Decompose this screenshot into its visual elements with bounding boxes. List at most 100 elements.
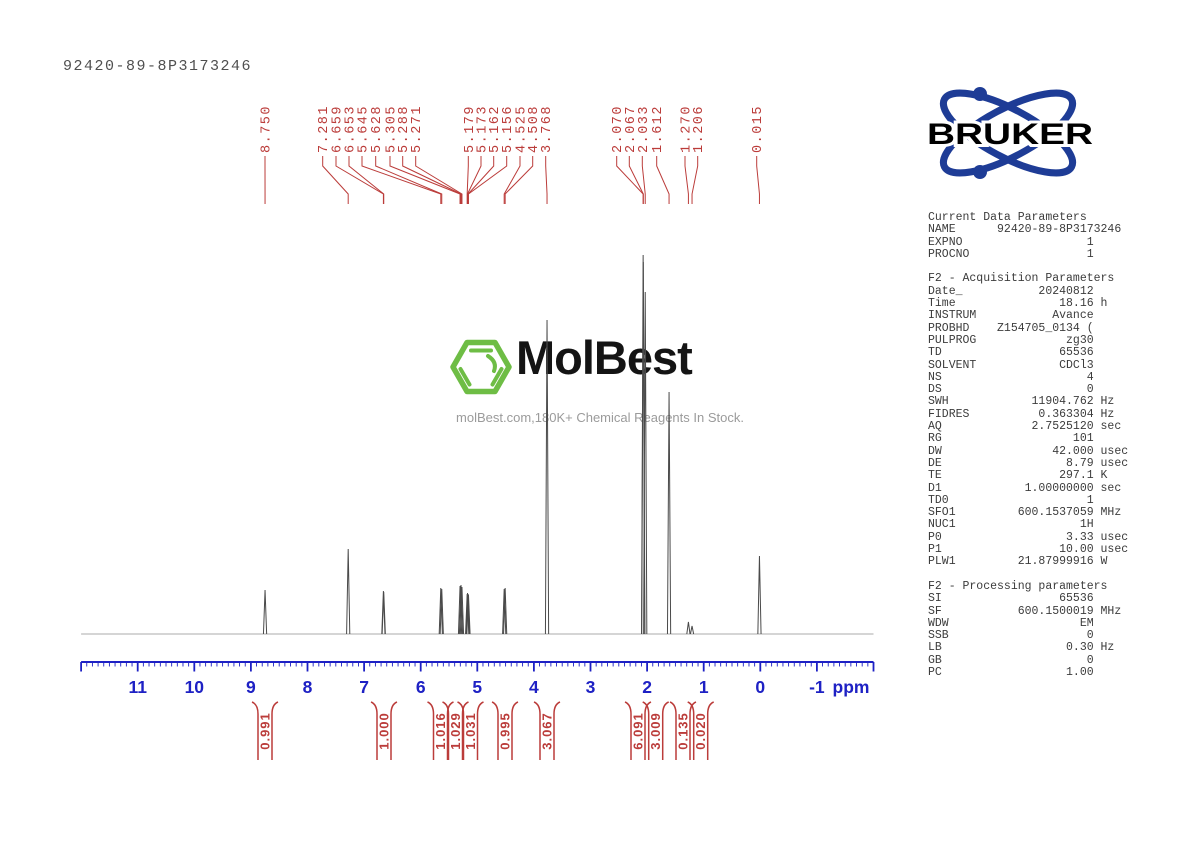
peak-leader-line — [616, 156, 644, 204]
x-axis-tick-label: 6 — [416, 677, 426, 697]
integral-bracket — [251, 701, 259, 760]
peak-shift-label: 6.659 — [331, 105, 346, 153]
bruker-ellipse-icon — [939, 89, 1077, 177]
integral-bracket — [491, 701, 499, 760]
integral-bracket — [689, 701, 697, 760]
integral-bracket — [390, 701, 398, 760]
integral-value-label: 1.016 — [433, 712, 448, 750]
peak-leader-line — [467, 156, 482, 204]
peak-leader-line — [656, 156, 670, 204]
integral-value-label: 1.031 — [463, 712, 478, 750]
peak-shift-label: 4.508 — [527, 105, 542, 153]
peak-leader-line — [641, 156, 646, 204]
peak-shift-label: 1.270 — [680, 105, 695, 153]
integral-group: 0.991 1.000 1.016 1.029 1.031 0.995 3.067 6.091… — [251, 701, 715, 760]
parameters-text: Current Data Parameters NAME 92420-89-8P… — [928, 211, 1129, 679]
peak-line — [503, 587, 508, 635]
integral-bracket — [661, 701, 670, 760]
peak-leader-line — [322, 156, 349, 204]
peak-shift-label: 5.288 — [397, 105, 412, 153]
peak-line — [458, 584, 464, 635]
integral-bracket — [624, 701, 632, 760]
page-title: 92420-89-8P3173246 — [63, 58, 253, 75]
bruker-logo: BRUKER — [924, 87, 1096, 179]
peak-leader-line — [545, 156, 548, 204]
peak-shift-label: 0.015 — [751, 105, 766, 153]
integral-bracket — [644, 701, 652, 760]
x-axis: 11 10 9 8 7 6 5 4 3 2 1 0 -1 ppm — [80, 661, 875, 697]
x-axis-tick-label: 4 — [529, 677, 539, 697]
integral-bracket — [446, 701, 454, 760]
integral-bracket — [476, 701, 484, 760]
integral-bracket — [370, 701, 378, 760]
integral-bracket — [427, 701, 435, 760]
peak-leader-line — [684, 156, 689, 204]
x-axis-tick-label: 5 — [472, 677, 482, 697]
x-axis-tick-label: 3 — [586, 677, 596, 697]
integral-value-label: 3.009 — [648, 712, 663, 750]
peak-shift-label: 5.305 — [385, 105, 400, 153]
peak-leader-line — [375, 156, 443, 204]
peak-line — [686, 621, 691, 635]
peak-shift-label: 5.162 — [488, 105, 503, 153]
peak-leader-line — [504, 156, 534, 204]
molbest-logo-text: MolBest — [516, 331, 693, 384]
peak-leader-line — [503, 156, 521, 204]
peak-shift-label: 6.653 — [344, 105, 359, 153]
integral-value-label: 0.995 — [498, 712, 513, 750]
bruker-ellipse-icon — [939, 89, 1077, 177]
integral-bracket — [669, 701, 677, 760]
integral-value-label: 6.091 — [631, 712, 646, 750]
peak-shift-label: 5.173 — [476, 105, 491, 153]
peak-shift-label: 1.612 — [651, 105, 666, 153]
peak-shift-label: 2.067 — [624, 105, 639, 153]
peak-shift-label: 7.281 — [317, 105, 332, 153]
molbest-tagline: molBest.com,180K+ Chemical Reagents In S… — [456, 410, 744, 425]
peak-leader-line — [402, 156, 462, 204]
integral-bracket — [442, 701, 450, 760]
peak-shift-label: 2.070 — [611, 105, 626, 153]
peak-line — [666, 391, 672, 635]
peak-group — [81, 254, 874, 635]
peak-shift-label: 4.525 — [515, 105, 530, 153]
x-axis-tick-label: 10 — [185, 677, 205, 697]
peak-line — [502, 588, 507, 635]
integral-value-label: 0.135 — [676, 712, 691, 750]
peak-line — [544, 319, 550, 635]
peak-line — [643, 291, 648, 635]
bruker-dot-icon — [973, 165, 987, 179]
peak-leader-line — [361, 156, 442, 204]
peak-shift-label: 8.750 — [260, 105, 275, 153]
peak-leader-line — [348, 156, 385, 204]
integral-bracket — [271, 701, 279, 760]
x-axis-tick-label: 9 — [246, 677, 256, 697]
integral-bracket — [533, 701, 541, 760]
integral-bracket — [687, 701, 695, 760]
peak-line — [262, 589, 268, 635]
peak-line — [381, 591, 386, 635]
x-axis-tick-label: 8 — [303, 677, 313, 697]
peak-shift-label: 5.271 — [410, 105, 425, 153]
peak-leader-line — [467, 156, 508, 204]
integral-bracket — [642, 701, 650, 760]
integral-value-label: 0.020 — [693, 712, 708, 750]
peak-shift-label: 5.156 — [501, 105, 516, 153]
peak-line — [466, 594, 471, 635]
integral-bracket — [553, 701, 561, 760]
peak-shift-label: 1.206 — [692, 105, 707, 153]
x-axis-unit-label: ppm — [833, 677, 870, 697]
peak-leader-line — [756, 156, 760, 204]
integral-value-label: 1.000 — [377, 712, 392, 750]
integral-bracket — [511, 701, 519, 760]
peak-line — [439, 588, 444, 635]
peak-leader-line — [335, 156, 384, 204]
peak-line — [438, 587, 443, 635]
x-axis-tick-label: 7 — [359, 677, 369, 697]
peak-shift-label: 3.768 — [540, 105, 555, 153]
x-axis-tick-label: 1 — [699, 677, 709, 697]
x-axis-tick-label: 0 — [755, 677, 765, 697]
peak-leader-line — [389, 156, 461, 204]
